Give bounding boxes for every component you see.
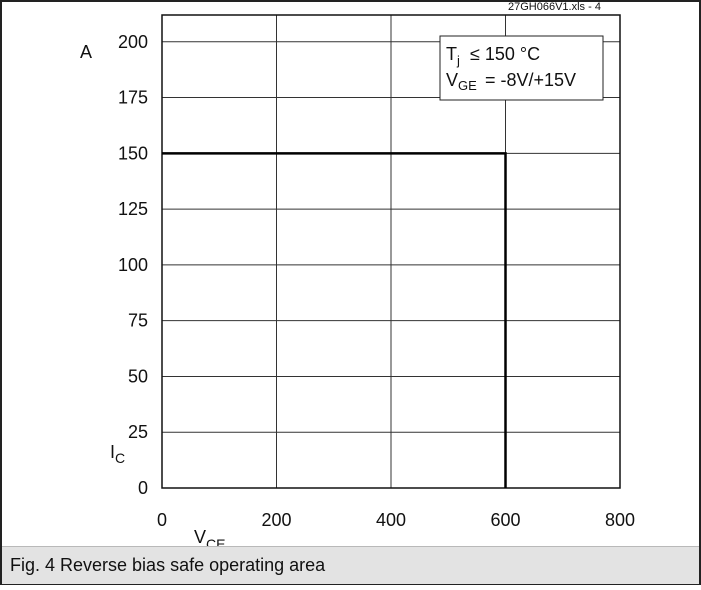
y-symbol-sub: C [115, 450, 125, 466]
annotation-line-2: VGE = -8V/+15V [446, 70, 576, 93]
ann-tj-main: T [446, 44, 457, 64]
y-tick-label: 75 [128, 311, 148, 331]
annotation-box [439, 35, 604, 101]
soa-boundary-line [162, 152, 507, 488]
ann-vge-main: V [446, 70, 458, 90]
y-tick-label: 25 [128, 422, 148, 442]
series-layer [162, 152, 507, 488]
ann-tj-rest: ≤ 150 °C [470, 44, 540, 64]
y-tick-label: 150 [118, 143, 148, 163]
caption-bar: Fig. 4 Reverse bias safe operating area [2, 546, 699, 584]
y-tick-label: 125 [118, 199, 148, 219]
y-tick-label: 175 [118, 88, 148, 108]
tick-labels: 0 200 400 600 800 0 25 50 75 100 125 150 175 200 [118, 32, 635, 530]
x-tick-label: 200 [261, 510, 291, 530]
y-tick-label: 100 [118, 255, 148, 275]
figure-caption: Fig. 4 Reverse bias safe operating area [10, 555, 326, 575]
ann-tj-sub: j [456, 53, 460, 68]
y-tick-label: 200 [118, 32, 148, 52]
x-symbol-main: V [194, 527, 206, 547]
source-tag: 27GH066V1.xls - 4 [508, 1, 601, 13]
y-tick-label: 50 [128, 366, 148, 386]
x-tick-label: 400 [376, 510, 406, 530]
x-tick-label: 600 [490, 510, 520, 530]
y-symbol-main: I [110, 442, 115, 462]
y-unit-label: A [80, 42, 92, 62]
ann-vge-sub: GE [458, 78, 477, 93]
x-tick-label: 800 [605, 510, 635, 530]
x-tick-label: 0 [157, 510, 167, 530]
plot-area [161, 14, 621, 489]
ann-vge-rest: = -8V/+15V [485, 70, 576, 90]
y-tick-label: 0 [138, 478, 148, 498]
annotation-line-1: Tj ≤ 150 °C [446, 44, 540, 68]
y-axis-symbol: IC [110, 442, 125, 466]
